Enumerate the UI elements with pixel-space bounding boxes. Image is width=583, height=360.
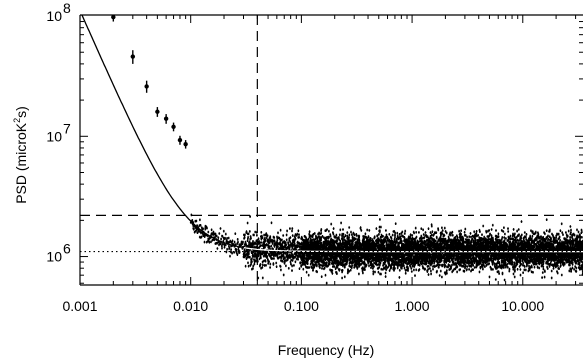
binned-point-4 [163,116,169,121]
binned-point-5 [171,124,176,129]
x-tick-label-4: 10.000 [501,298,544,314]
psd-data-cloud [189,213,583,285]
binned-point-7 [183,141,188,147]
y-axis-label: PSD (microK2s) [12,106,29,204]
y-tick-label-1: 10 [46,128,62,144]
binned-point-6 [177,137,183,143]
binned-point-1 [130,54,136,59]
x-tick-label-0: 0.001 [62,298,97,314]
x-axis-label: Frequency (Hz) [278,342,374,358]
y-tick-exponent-1: 7 [63,120,71,136]
plot-frame [79,14,583,286]
fit-curve-low [81,15,244,249]
reference-lines [80,15,583,285]
binned-point-2 [144,84,149,89]
binned-point-3 [155,109,160,114]
data-layer [81,15,583,285]
y-tick-exponent-0: 6 [63,241,71,257]
x-tick-label-3: 1.000 [395,298,430,314]
y-tick-label-2: 10 [46,8,62,24]
x-tick-label-2: 0.100 [284,298,319,314]
y-tick-exponent-2: 8 [63,0,71,16]
x-tick-label-1: 0.010 [173,298,208,314]
y-tick-label-0: 10 [46,249,62,265]
